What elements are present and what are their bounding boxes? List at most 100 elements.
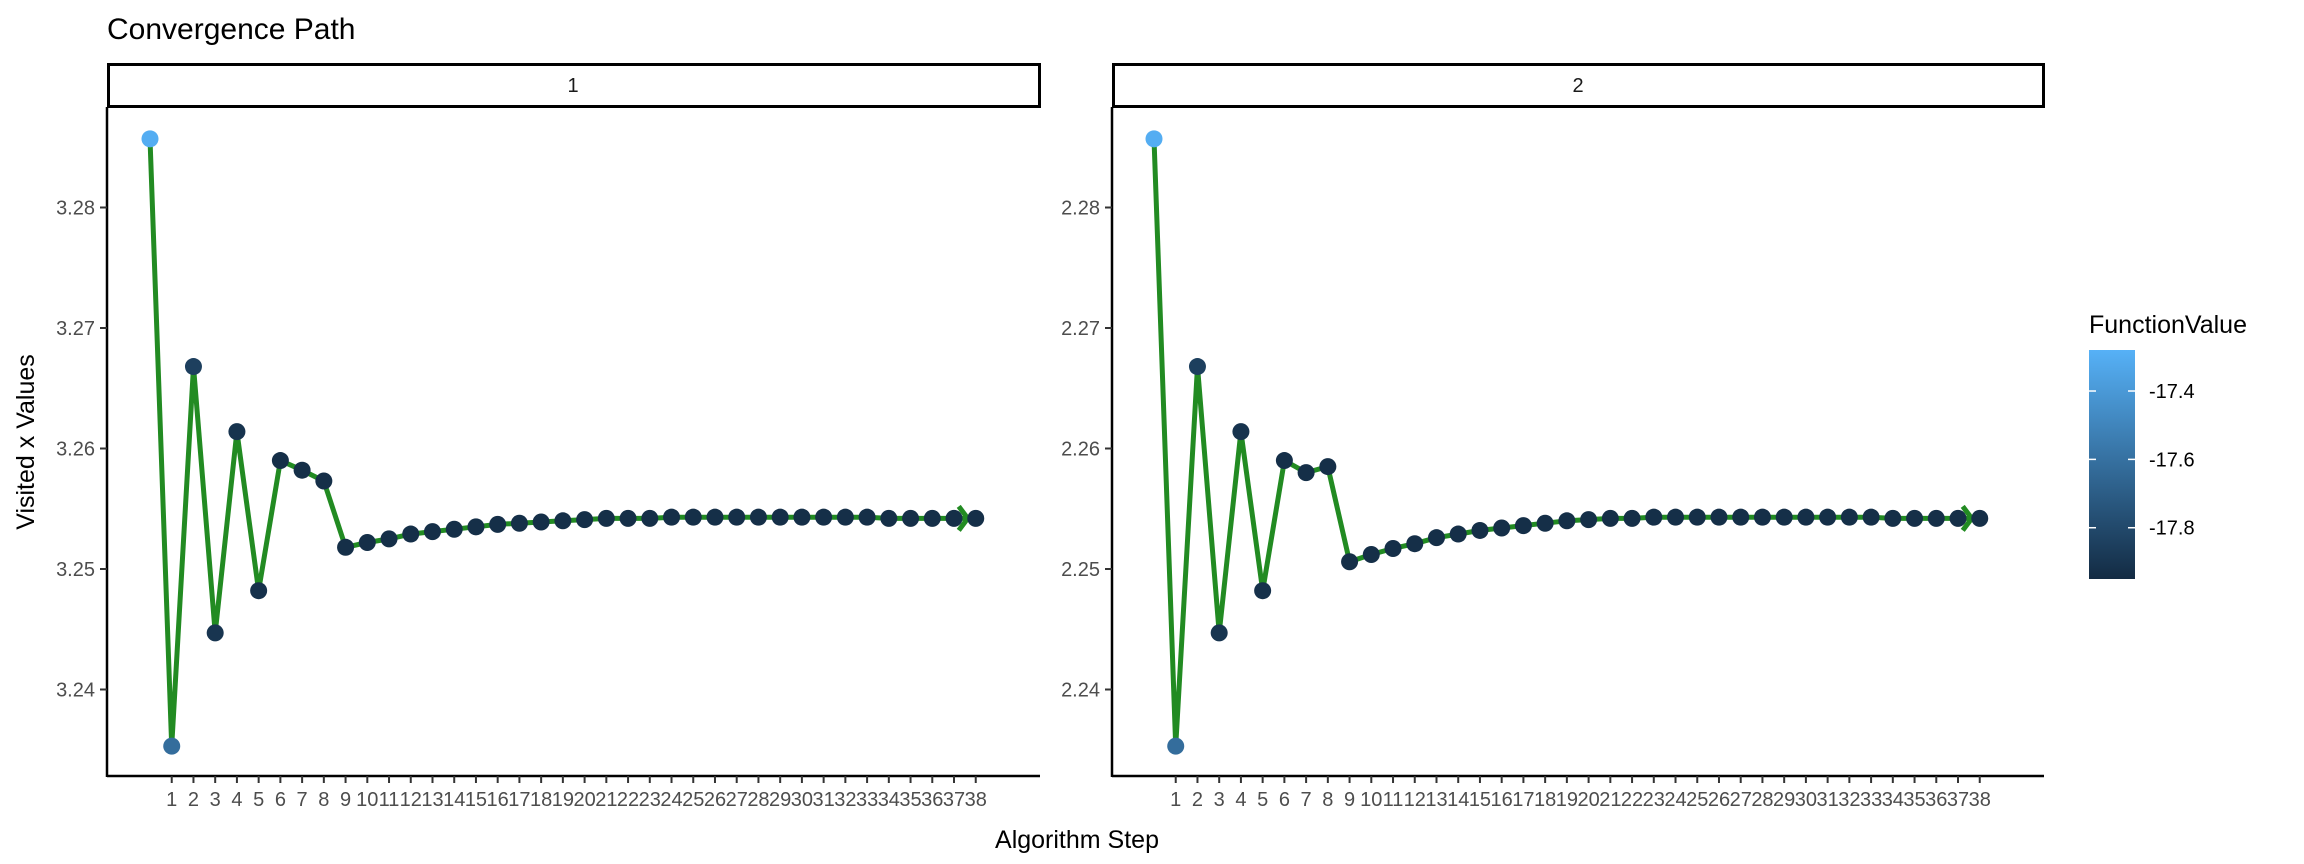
x-tick-label: 12 <box>1404 789 1426 811</box>
y-tick-label: 3.27 <box>56 318 95 340</box>
data-point <box>684 508 702 526</box>
x-tick-label: 14 <box>443 789 465 811</box>
data-point <box>1493 519 1511 537</box>
x-tick-label: 37 <box>1947 789 1969 811</box>
facet-strip-label-2: 2 <box>1572 75 1583 97</box>
y-axis-title: Visited x Values <box>12 354 40 530</box>
x-tick-label: 22 <box>1621 789 1643 811</box>
data-point <box>206 624 224 642</box>
x-tick-label: 17 <box>1512 789 1534 811</box>
data-point <box>967 509 985 527</box>
data-point <box>445 520 463 538</box>
x-tick-label: 35 <box>899 789 921 811</box>
data-point <box>1710 508 1728 526</box>
x-tick-label: 12 <box>400 789 422 811</box>
data-point <box>250 582 268 600</box>
x-tick-label: 32 <box>1838 789 1860 811</box>
data-point <box>1449 525 1467 543</box>
x-tick-label: 1 <box>1170 789 1181 811</box>
x-tick-label: 6 <box>1279 789 1290 811</box>
data-point <box>1732 508 1750 526</box>
x-tick-label: 27 <box>726 789 748 811</box>
data-point <box>163 737 181 755</box>
legend-tick-label: -17.6 <box>2149 449 2195 471</box>
data-point <box>728 508 746 526</box>
panel-2-data <box>1145 130 1989 755</box>
data-point <box>554 512 572 530</box>
data-point <box>1753 508 1771 526</box>
legend-tick-label: -17.4 <box>2149 381 2195 403</box>
data-point <box>1210 624 1228 642</box>
x-tick-label: 20 <box>1577 789 1599 811</box>
data-point <box>423 523 441 541</box>
x-tick-label: 3 <box>210 789 221 811</box>
y-tick-label: 3.26 <box>56 439 95 461</box>
convergence-path-line <box>147 138 976 749</box>
x-tick-label: 4 <box>1235 789 1246 811</box>
data-point <box>141 130 159 148</box>
data-point <box>1319 458 1337 476</box>
data-point <box>1797 508 1815 526</box>
x-tick-label: 21 <box>595 789 617 811</box>
x-tick-label: 36 <box>921 789 943 811</box>
data-point <box>380 530 398 548</box>
data-point <box>1862 508 1880 526</box>
x-tick-label: 26 <box>704 789 726 811</box>
x-tick-label: 27 <box>1730 789 1752 811</box>
data-point <box>771 508 789 526</box>
x-tick-label: 26 <box>1708 789 1730 811</box>
data-point <box>1384 540 1402 558</box>
data-point <box>1341 553 1359 571</box>
x-tick-label: 2 <box>1192 789 1203 811</box>
y-tick-label: 2.27 <box>1061 318 1100 340</box>
x-tick-label: 9 <box>340 789 351 811</box>
data-point <box>1580 511 1598 529</box>
data-point <box>1427 529 1445 547</box>
x-tick-label: 30 <box>1795 789 1817 811</box>
x-tick-label: 38 <box>965 789 987 811</box>
data-point <box>1297 464 1315 482</box>
data-point <box>1188 358 1206 376</box>
data-point <box>1167 737 1185 755</box>
data-point <box>1601 509 1619 527</box>
x-tick-label: 1 <box>166 789 177 811</box>
x-tick-label: 24 <box>660 789 682 811</box>
data-point <box>1667 508 1685 526</box>
data-point <box>1645 508 1663 526</box>
data-point <box>532 513 550 531</box>
data-point <box>663 508 681 526</box>
data-point <box>1536 514 1554 532</box>
data-point <box>293 461 311 479</box>
x-tick-label: 8 <box>1322 789 1333 811</box>
data-point <box>1514 517 1532 535</box>
data-point <box>923 509 941 527</box>
x-tick-label: 23 <box>1643 789 1665 811</box>
x-tick-label: 33 <box>1860 789 1882 811</box>
x-tick-label: 34 <box>878 789 900 811</box>
x-tick-label: 18 <box>1534 789 1556 811</box>
x-tick-label: 16 <box>1491 789 1513 811</box>
x-tick-label: 13 <box>421 789 443 811</box>
data-point <box>315 472 333 490</box>
x-axis-title: Algorithm Step <box>995 826 1159 854</box>
x-tick-label: 17 <box>508 789 530 811</box>
data-point <box>1362 546 1380 564</box>
x-tick-label: 31 <box>1817 789 1839 811</box>
data-point <box>1927 509 1945 527</box>
data-point <box>1232 423 1250 441</box>
x-tick-label: 33 <box>856 789 878 811</box>
data-point <box>337 538 355 556</box>
x-tick-label: 29 <box>769 789 791 811</box>
x-tick-label: 37 <box>943 789 965 811</box>
facet-strip-label-1: 1 <box>567 75 578 97</box>
data-point <box>1775 508 1793 526</box>
facet-panel-1: 1 3.243.253.263.273.281 2 3 4 5 6 7 8 9 10 11 12 13 1… <box>56 63 1041 811</box>
data-point <box>641 509 659 527</box>
data-point <box>1406 535 1424 553</box>
data-point <box>1145 130 1163 148</box>
data-point <box>619 509 637 527</box>
data-point <box>880 509 898 527</box>
legend-title: FunctionValue <box>2089 311 2247 339</box>
x-tick-label: 22 <box>617 789 639 811</box>
